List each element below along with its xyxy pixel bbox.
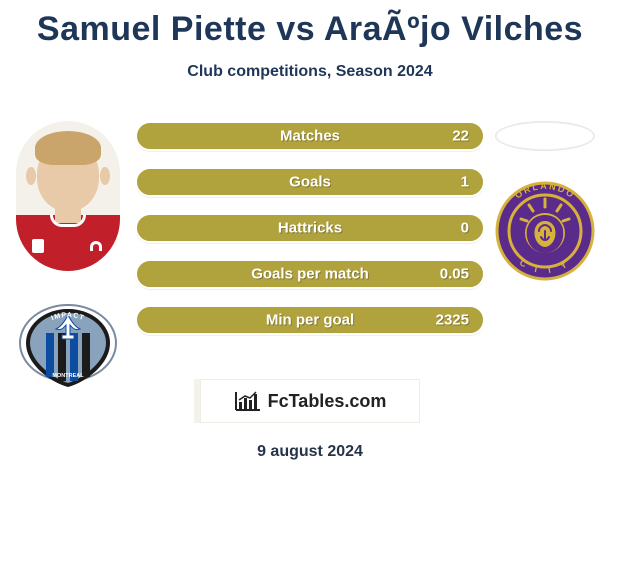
stat-row: Goals per match 0.05 bbox=[135, 259, 485, 289]
stat-row: Min per goal 2325 bbox=[135, 305, 485, 335]
stat-value: 22 bbox=[452, 128, 469, 145]
stat-value: 1 bbox=[461, 174, 469, 191]
stat-label: Goals per match bbox=[251, 266, 369, 283]
club-badge-orlando-city: ORLANDO C I T Y bbox=[495, 181, 595, 281]
stat-label: Hattricks bbox=[278, 220, 342, 237]
stat-row: Hattricks 0 bbox=[135, 213, 485, 243]
stat-row: Goals 1 bbox=[135, 167, 485, 197]
left-player-column: IMPACT MONTREAL bbox=[8, 121, 128, 389]
subtitle: Club competitions, Season 2024 bbox=[0, 63, 620, 81]
club-badge-impact-montreal: IMPACT MONTREAL bbox=[18, 303, 118, 389]
stat-label: Matches bbox=[280, 128, 340, 145]
svg-text:MONTREAL: MONTREAL bbox=[52, 373, 84, 379]
stat-label: Goals bbox=[289, 174, 331, 191]
comparison-panel: IMPACT MONTREAL Matches22Goals1Hattricks… bbox=[0, 121, 620, 335]
page-title: Samuel Piette vs AraÃºjo Vilches bbox=[0, 0, 620, 49]
chart-icon bbox=[234, 390, 262, 412]
stat-rows: Matches 22 Goals 1 Hattricks 0 Goals per match… bbox=[135, 121, 485, 335]
player-photo-right-placeholder bbox=[495, 121, 595, 151]
date-line: 9 august 2024 bbox=[0, 443, 620, 461]
stat-value: 2325 bbox=[436, 312, 469, 329]
right-player-column: ORLANDO C I T Y bbox=[490, 121, 600, 281]
stat-value: 0 bbox=[461, 220, 469, 237]
stat-value: 0.05 bbox=[440, 266, 469, 283]
stat-row: Matches 22 bbox=[135, 121, 485, 151]
stat-label: Min per goal bbox=[266, 312, 354, 329]
player-photo-left bbox=[16, 121, 120, 271]
brand-text: FcTables.com bbox=[268, 391, 387, 412]
brand-box: FcTables.com bbox=[200, 379, 420, 423]
